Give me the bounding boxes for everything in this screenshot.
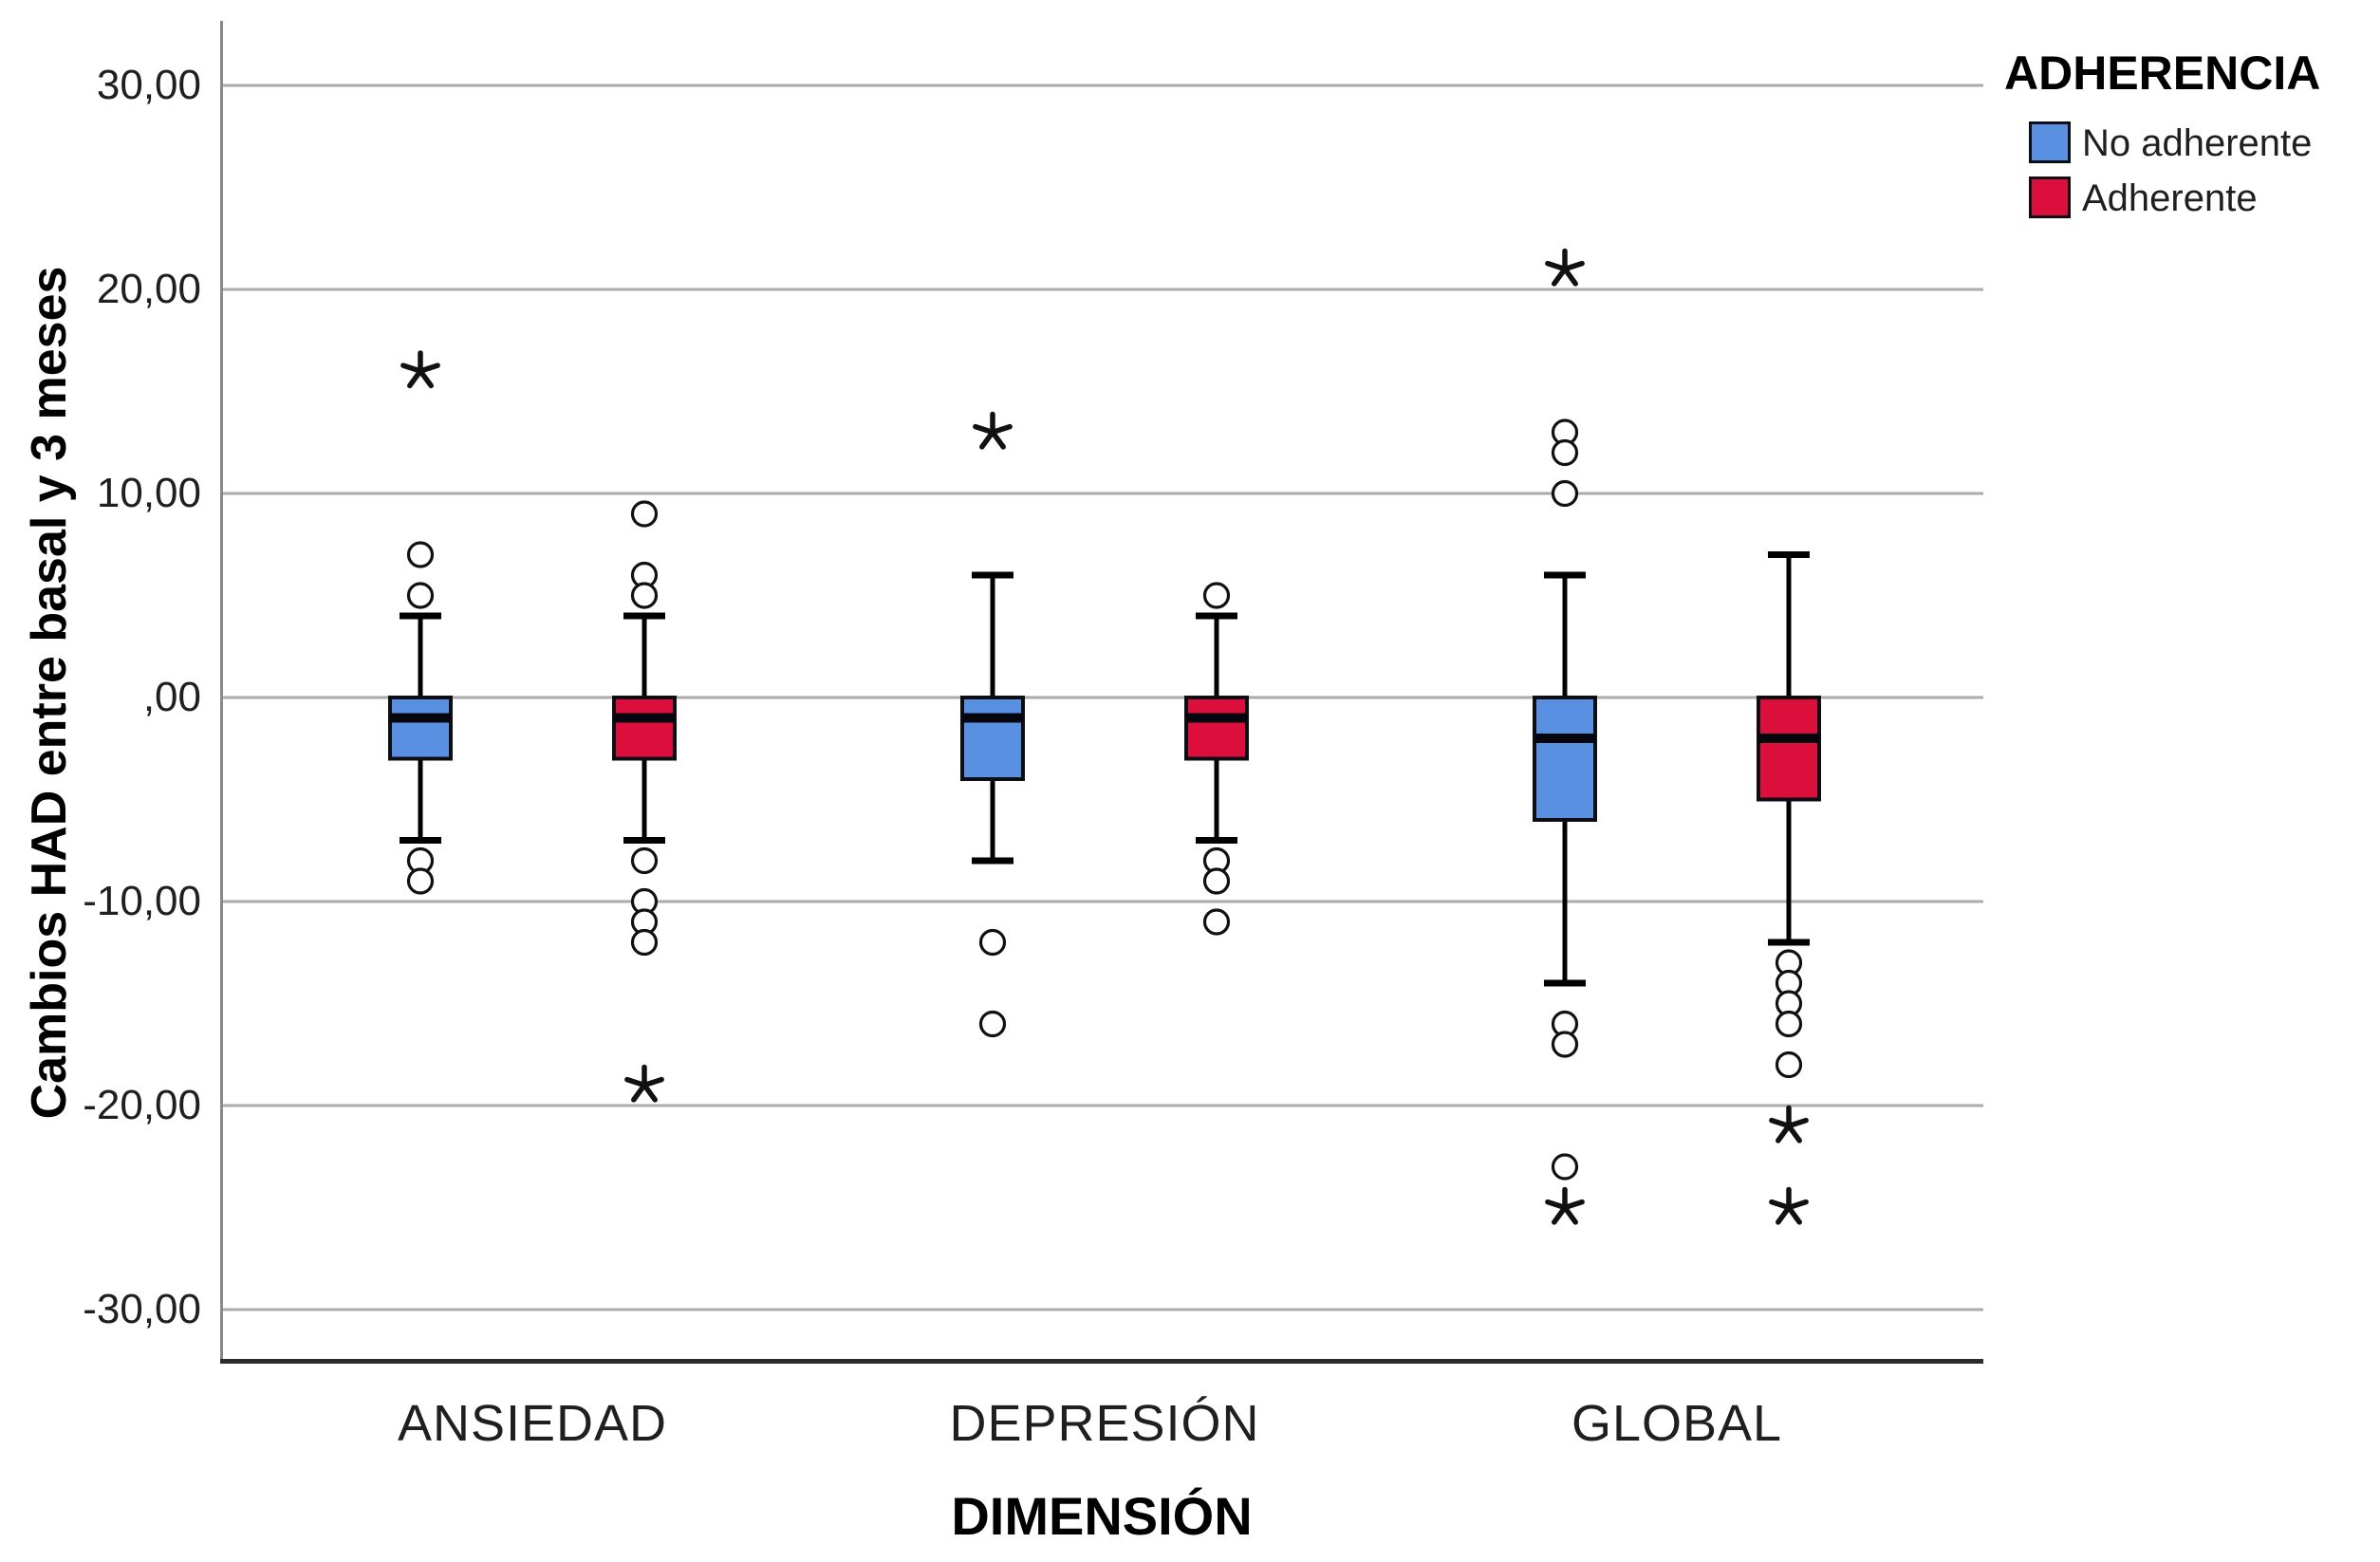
outlier-circle	[1551, 1031, 1579, 1058]
box-depresi-n-adherente	[1184, 582, 1249, 936]
x-axis-title: DIMENSIÓN	[951, 1486, 1253, 1546]
gridlines	[220, 84, 1983, 1311]
outlier-circle	[406, 541, 435, 568]
outlier-circle	[630, 582, 659, 609]
outlier-star	[1545, 1186, 1585, 1225]
outlier-circle	[978, 1010, 1007, 1038]
outlier-star	[400, 350, 440, 389]
outlier-circle	[1202, 867, 1231, 895]
x-category-label: DEPRESIÓN	[949, 1395, 1260, 1452]
y-tick-label: -10,00	[83, 878, 201, 924]
legend-item: No adherente	[2029, 121, 2312, 165]
outlier-circle	[630, 928, 659, 957]
y-tick-label: 30,00	[96, 62, 201, 108]
outlier-circle	[630, 846, 659, 875]
y-tick-label: 20,00	[96, 266, 201, 312]
legend-item: Adherente	[2029, 177, 2312, 220]
legend-title: ADHERENCIA	[2004, 46, 2321, 100]
box-depresi-n-no-adherente	[960, 411, 1025, 1038]
iqr-box	[960, 696, 1025, 781]
outlier-star	[973, 411, 1013, 450]
outlier-circle	[1775, 1051, 1803, 1079]
outlier-star	[1545, 248, 1585, 287]
iqr-box	[388, 696, 453, 761]
outlier-circle	[1202, 582, 1231, 609]
legend: No adherente Adherente	[2029, 121, 2312, 232]
box-global-no-adherente	[1533, 248, 1597, 1225]
iqr-box	[612, 696, 677, 761]
y-tick-label: 10,00	[96, 470, 201, 516]
iqr-box	[1757, 696, 1821, 802]
outlier-circle	[630, 500, 659, 528]
x-category-label: ANSIEDAD	[397, 1395, 668, 1452]
outlier-circle	[406, 582, 435, 609]
outlier-circle	[978, 928, 1007, 957]
y-tick-label: -30,00	[83, 1286, 201, 1332]
outlier-circle	[406, 867, 435, 895]
legend-item-label: Adherente	[2082, 177, 2258, 219]
outlier-star	[1769, 1186, 1809, 1225]
outlier-star	[1769, 1105, 1809, 1144]
y-tick-label: ,00	[142, 674, 201, 720]
outlier-circle	[1551, 438, 1579, 467]
iqr-box	[1533, 696, 1597, 822]
box-ansiedad-adherente	[612, 500, 677, 1103]
y-tick-label: -20,00	[83, 1082, 201, 1128]
box-ansiedad-no-adherente	[388, 350, 453, 895]
plot-area	[220, 21, 1983, 1364]
outlier-circle	[1202, 908, 1231, 936]
legend-item-label: No adherente	[2082, 122, 2313, 164]
x-category-label: GLOBAL	[1571, 1395, 1783, 1452]
outlier-circle	[1551, 1153, 1579, 1181]
outlier-star	[624, 1064, 664, 1103]
outlier-circle	[1775, 1010, 1803, 1038]
iqr-box	[1184, 696, 1249, 761]
legend-swatch	[2029, 121, 2071, 163]
outlier-circle	[1551, 479, 1579, 508]
legend-swatch	[2029, 177, 2071, 218]
box-global-adherente	[1757, 551, 1821, 1225]
